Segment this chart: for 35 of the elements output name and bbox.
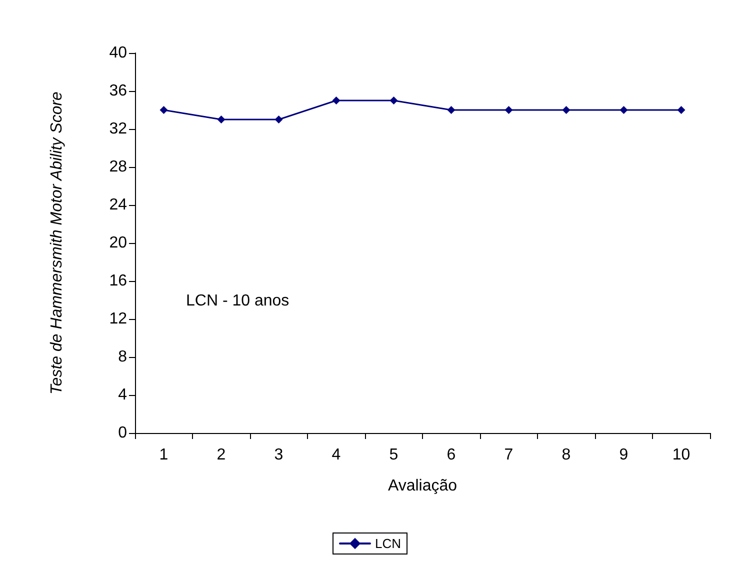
x-tick-label: 3 (274, 446, 284, 464)
point (562, 106, 570, 114)
point (677, 106, 686, 114)
y-tick-label: 16 (109, 272, 128, 290)
x-tick-label: 5 (389, 446, 398, 464)
point (217, 116, 226, 124)
x-tick-label: 2 (216, 446, 226, 464)
y-tick-label: 0 (118, 424, 128, 442)
y-tick-label: 32 (109, 120, 128, 138)
point (447, 106, 456, 114)
y-tick-label: 4 (118, 386, 128, 404)
x-tick-label: 9 (619, 446, 628, 464)
y-tick-label: 12 (109, 310, 128, 328)
point (504, 106, 513, 114)
point (620, 106, 628, 114)
x-tick-label: 1 (159, 446, 168, 464)
x-tick-label: 8 (562, 446, 571, 464)
point (390, 96, 398, 104)
y-tick-label: 20 (109, 234, 128, 252)
legend-label: LCN (374, 536, 402, 551)
y-tick-label: 8 (118, 348, 128, 366)
x-tick-label: 10 (672, 446, 690, 464)
x-tick-label: 7 (504, 446, 514, 464)
annotation: LCN - 10 anos (186, 292, 290, 310)
x-tick-label: 4 (332, 446, 341, 464)
x-axis-title: Avaliação (388, 478, 458, 494)
point (274, 116, 283, 124)
point (332, 96, 340, 104)
y-tick-label: 36 (109, 82, 128, 100)
y-tick-label: 28 (109, 158, 128, 176)
point (160, 106, 168, 114)
x-tick-label: 6 (446, 446, 456, 464)
y-tick-label: 40 (109, 44, 128, 62)
y-axis-title: Teste de Hammersmith Motor Ability Score (48, 91, 66, 394)
y-tick-label: 24 (109, 196, 128, 214)
